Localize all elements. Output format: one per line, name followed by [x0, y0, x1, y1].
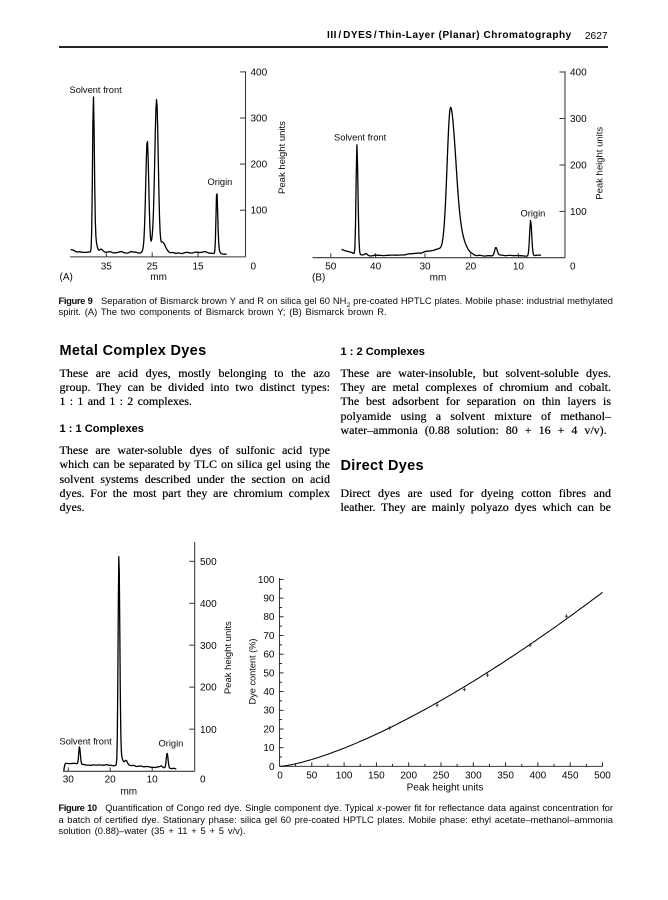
svg-text:0: 0 [269, 762, 275, 773]
svg-text:Peak height units: Peak height units [223, 621, 234, 694]
svg-text:10: 10 [147, 775, 159, 786]
svg-text:30: 30 [263, 706, 275, 717]
svg-text:0: 0 [570, 262, 576, 273]
svg-text:100: 100 [336, 771, 353, 782]
svg-text:90: 90 [263, 594, 275, 605]
svg-text:400: 400 [570, 68, 587, 79]
svg-text:25: 25 [147, 261, 159, 272]
svg-text:100: 100 [251, 206, 268, 217]
svg-text:300: 300 [251, 114, 268, 125]
svg-text:Solvent front: Solvent front [334, 133, 387, 143]
svg-text:10: 10 [263, 743, 275, 754]
svg-text:450: 450 [562, 771, 579, 782]
svg-text:100: 100 [200, 725, 217, 736]
svg-text:60: 60 [263, 650, 275, 661]
svg-text:40: 40 [370, 262, 382, 273]
svg-text:200: 200 [251, 160, 268, 171]
svg-text:50: 50 [306, 771, 318, 782]
svg-text:500: 500 [594, 771, 611, 782]
svg-text:Solvent front: Solvent front [60, 737, 113, 747]
svg-text:(B): (B) [312, 273, 325, 284]
svg-text:(A): (A) [60, 272, 73, 283]
svg-text:30: 30 [63, 775, 75, 786]
svg-text:400: 400 [200, 599, 217, 610]
svg-text:80: 80 [263, 612, 275, 623]
svg-text:mm: mm [120, 787, 137, 798]
svg-text:mm: mm [150, 272, 167, 283]
svg-text:35: 35 [101, 261, 113, 272]
svg-text:100: 100 [258, 575, 275, 586]
svg-text:Peak height units: Peak height units [407, 783, 484, 794]
svg-text:350: 350 [497, 771, 514, 782]
svg-text:Solvent front: Solvent front [70, 85, 123, 95]
svg-text:Origin: Origin [159, 738, 184, 748]
svg-text:150: 150 [368, 771, 385, 782]
svg-text:0: 0 [200, 775, 206, 786]
svg-text:Origin: Origin [521, 208, 546, 218]
svg-text:20: 20 [465, 262, 477, 273]
svg-text:50: 50 [325, 262, 337, 273]
svg-text:200: 200 [200, 683, 217, 694]
svg-text:30: 30 [419, 262, 431, 273]
svg-text:50: 50 [263, 668, 275, 679]
svg-text:20: 20 [105, 775, 117, 786]
svg-text:200: 200 [400, 771, 417, 782]
svg-text:Origin: Origin [208, 177, 233, 187]
svg-text:300: 300 [465, 771, 482, 782]
svg-text:Dye content (%): Dye content (%) [247, 639, 257, 705]
svg-text:250: 250 [433, 771, 450, 782]
svg-text:400: 400 [251, 67, 268, 78]
svg-text:10: 10 [513, 262, 525, 273]
svg-text:Peak height units: Peak height units [595, 127, 606, 200]
svg-text:15: 15 [192, 261, 204, 272]
svg-text:mm: mm [430, 273, 447, 284]
svg-text:20: 20 [263, 724, 275, 735]
svg-text:400: 400 [530, 771, 547, 782]
svg-text:0: 0 [251, 261, 257, 272]
svg-text:Peak height units: Peak height units [277, 121, 288, 194]
svg-text:40: 40 [263, 687, 275, 698]
svg-text:300: 300 [200, 641, 217, 652]
svg-text:500: 500 [200, 557, 217, 568]
svg-text:200: 200 [570, 161, 587, 172]
svg-text:100: 100 [570, 207, 587, 218]
svg-text:70: 70 [263, 631, 275, 642]
svg-text:0: 0 [277, 771, 283, 782]
svg-text:300: 300 [570, 114, 587, 125]
